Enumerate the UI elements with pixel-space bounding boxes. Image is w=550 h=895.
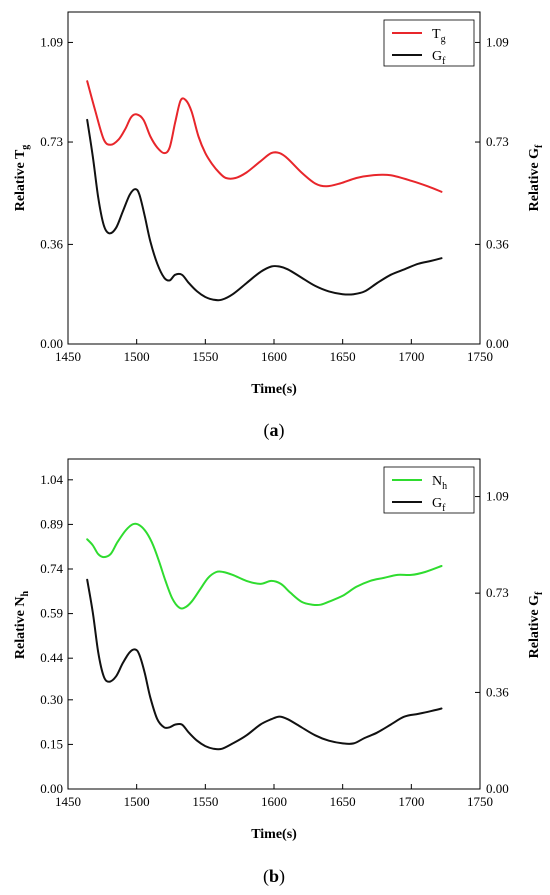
left-y-tick-label: 0.00 <box>40 781 63 796</box>
right-y-axis-label-main: Relative G <box>527 595 542 658</box>
legend-label-nh-main: N <box>432 474 442 489</box>
x-tick-label: 1650 <box>330 794 356 809</box>
right-y-tick-label: 0.00 <box>486 336 509 351</box>
right-y-tick-label: 0.73 <box>486 134 509 149</box>
chart-panel-a: 1450 1500 1550 1600 1650 1700 1750 0.00 0.36 0.7… <box>13 11 545 441</box>
right-y-axis: 0.00 0.36 0.73 1.09 <box>475 34 509 351</box>
left-y-axis-label-sub: g <box>20 145 31 150</box>
left-y-axis-label-main: Relative T <box>13 149 28 211</box>
x-tick-label: 1700 <box>398 794 424 809</box>
x-tick-label: 1700 <box>398 349 424 364</box>
left-y-axis: 0.00 0.15 0.30 0.44 0.59 0.74 0.89 1.04 <box>40 472 73 796</box>
legend-label-gf: Gf <box>432 49 446 67</box>
right-y-tick-label: 0.73 <box>486 585 509 600</box>
x-axis: 1450 1500 1550 1600 1650 1700 1750 <box>55 339 493 364</box>
series-lines <box>86 522 443 751</box>
panel-caption-letter: b <box>269 866 279 886</box>
x-tick-label: 1550 <box>192 794 218 809</box>
series-line-gf <box>86 118 443 302</box>
legend-box <box>383 466 475 514</box>
chart-panel-b: 1450 1500 1550 1600 1650 1700 1750 0.00 0.15 0.3… <box>13 458 545 887</box>
series-line-nh <box>86 522 443 610</box>
left-y-axis-label: Relative Tg <box>13 145 31 212</box>
legend-label-gf-main: G <box>432 49 442 64</box>
panel-caption-letter: a <box>270 420 279 440</box>
legend-label-gf-main: G <box>432 496 442 511</box>
left-y-tick-label: 1.04 <box>40 472 63 487</box>
right-y-tick-label: 1.09 <box>486 34 509 49</box>
left-y-tick-label: 0.89 <box>40 516 63 531</box>
right-y-tick-label: 0.00 <box>486 781 509 796</box>
legend-label-gf-sub: f <box>442 56 446 67</box>
x-tick-label: 1600 <box>261 349 287 364</box>
x-tick-label: 1750 <box>467 349 493 364</box>
series-line-gf <box>86 578 443 751</box>
right-y-axis: 0.00 0.36 0.73 1.09 <box>475 489 509 796</box>
legend-label-tg-sub: g <box>441 34 446 45</box>
right-y-axis-label-main: Relative G <box>527 148 542 211</box>
right-y-axis-label: Relative Gf <box>527 591 545 658</box>
left-y-tick-label: 0.15 <box>40 736 63 751</box>
x-tick-label: 1550 <box>192 349 218 364</box>
left-y-axis-label-main: Relative N <box>13 596 28 659</box>
right-y-tick-label: 0.36 <box>486 684 509 699</box>
left-y-axis-label: Relative Nh <box>13 590 31 659</box>
x-tick-label: 1450 <box>55 794 81 809</box>
legend-label-gf: Gf <box>432 496 446 514</box>
left-y-tick-label: 0.30 <box>40 692 63 707</box>
left-y-tick-label: 0.00 <box>40 336 63 351</box>
x-tick-label: 1650 <box>330 349 356 364</box>
x-axis-label: Time(s) <box>251 382 297 397</box>
legend: Tg Gf <box>383 19 475 67</box>
x-axis: 1450 1500 1550 1600 1650 1700 1750 <box>55 784 493 809</box>
x-tick-label: 1500 <box>124 349 150 364</box>
legend-box <box>383 19 475 67</box>
right-y-axis-label-sub: f <box>534 144 545 148</box>
left-y-tick-label: 0.73 <box>40 134 63 149</box>
x-axis-label: Time(s) <box>251 827 297 842</box>
series-line-tg <box>86 80 443 193</box>
legend-label-gf-sub: f <box>442 503 446 514</box>
x-tick-label: 1600 <box>261 794 287 809</box>
left-y-tick-label: 0.74 <box>40 561 63 576</box>
left-y-tick-label: 0.59 <box>40 606 63 621</box>
x-tick-label: 1750 <box>467 794 493 809</box>
left-y-tick-label: 1.09 <box>40 34 63 49</box>
panel-caption: (a) <box>264 420 285 441</box>
x-tick-label: 1500 <box>124 794 150 809</box>
series-lines <box>86 80 443 302</box>
left-y-axis: 0.00 0.36 0.73 1.09 <box>40 34 73 351</box>
legend-label-nh-sub: h <box>442 481 447 492</box>
left-y-tick-label: 0.44 <box>40 650 63 665</box>
right-y-tick-label: 1.09 <box>486 489 509 504</box>
right-y-axis-label: Relative Gf <box>527 144 545 211</box>
legend-label-tg-main: T <box>432 27 441 42</box>
x-tick-label: 1450 <box>55 349 81 364</box>
right-y-axis-label-sub: f <box>534 591 545 595</box>
panel-caption: (b) <box>263 866 285 887</box>
legend-label-nh: Nh <box>432 474 447 492</box>
legend-label-tg: Tg <box>432 27 446 45</box>
legend: Nh Gf <box>383 466 475 514</box>
left-y-axis-label-sub: h <box>20 590 31 596</box>
right-y-tick-label: 0.36 <box>486 236 509 251</box>
left-y-tick-label: 0.36 <box>40 236 63 251</box>
